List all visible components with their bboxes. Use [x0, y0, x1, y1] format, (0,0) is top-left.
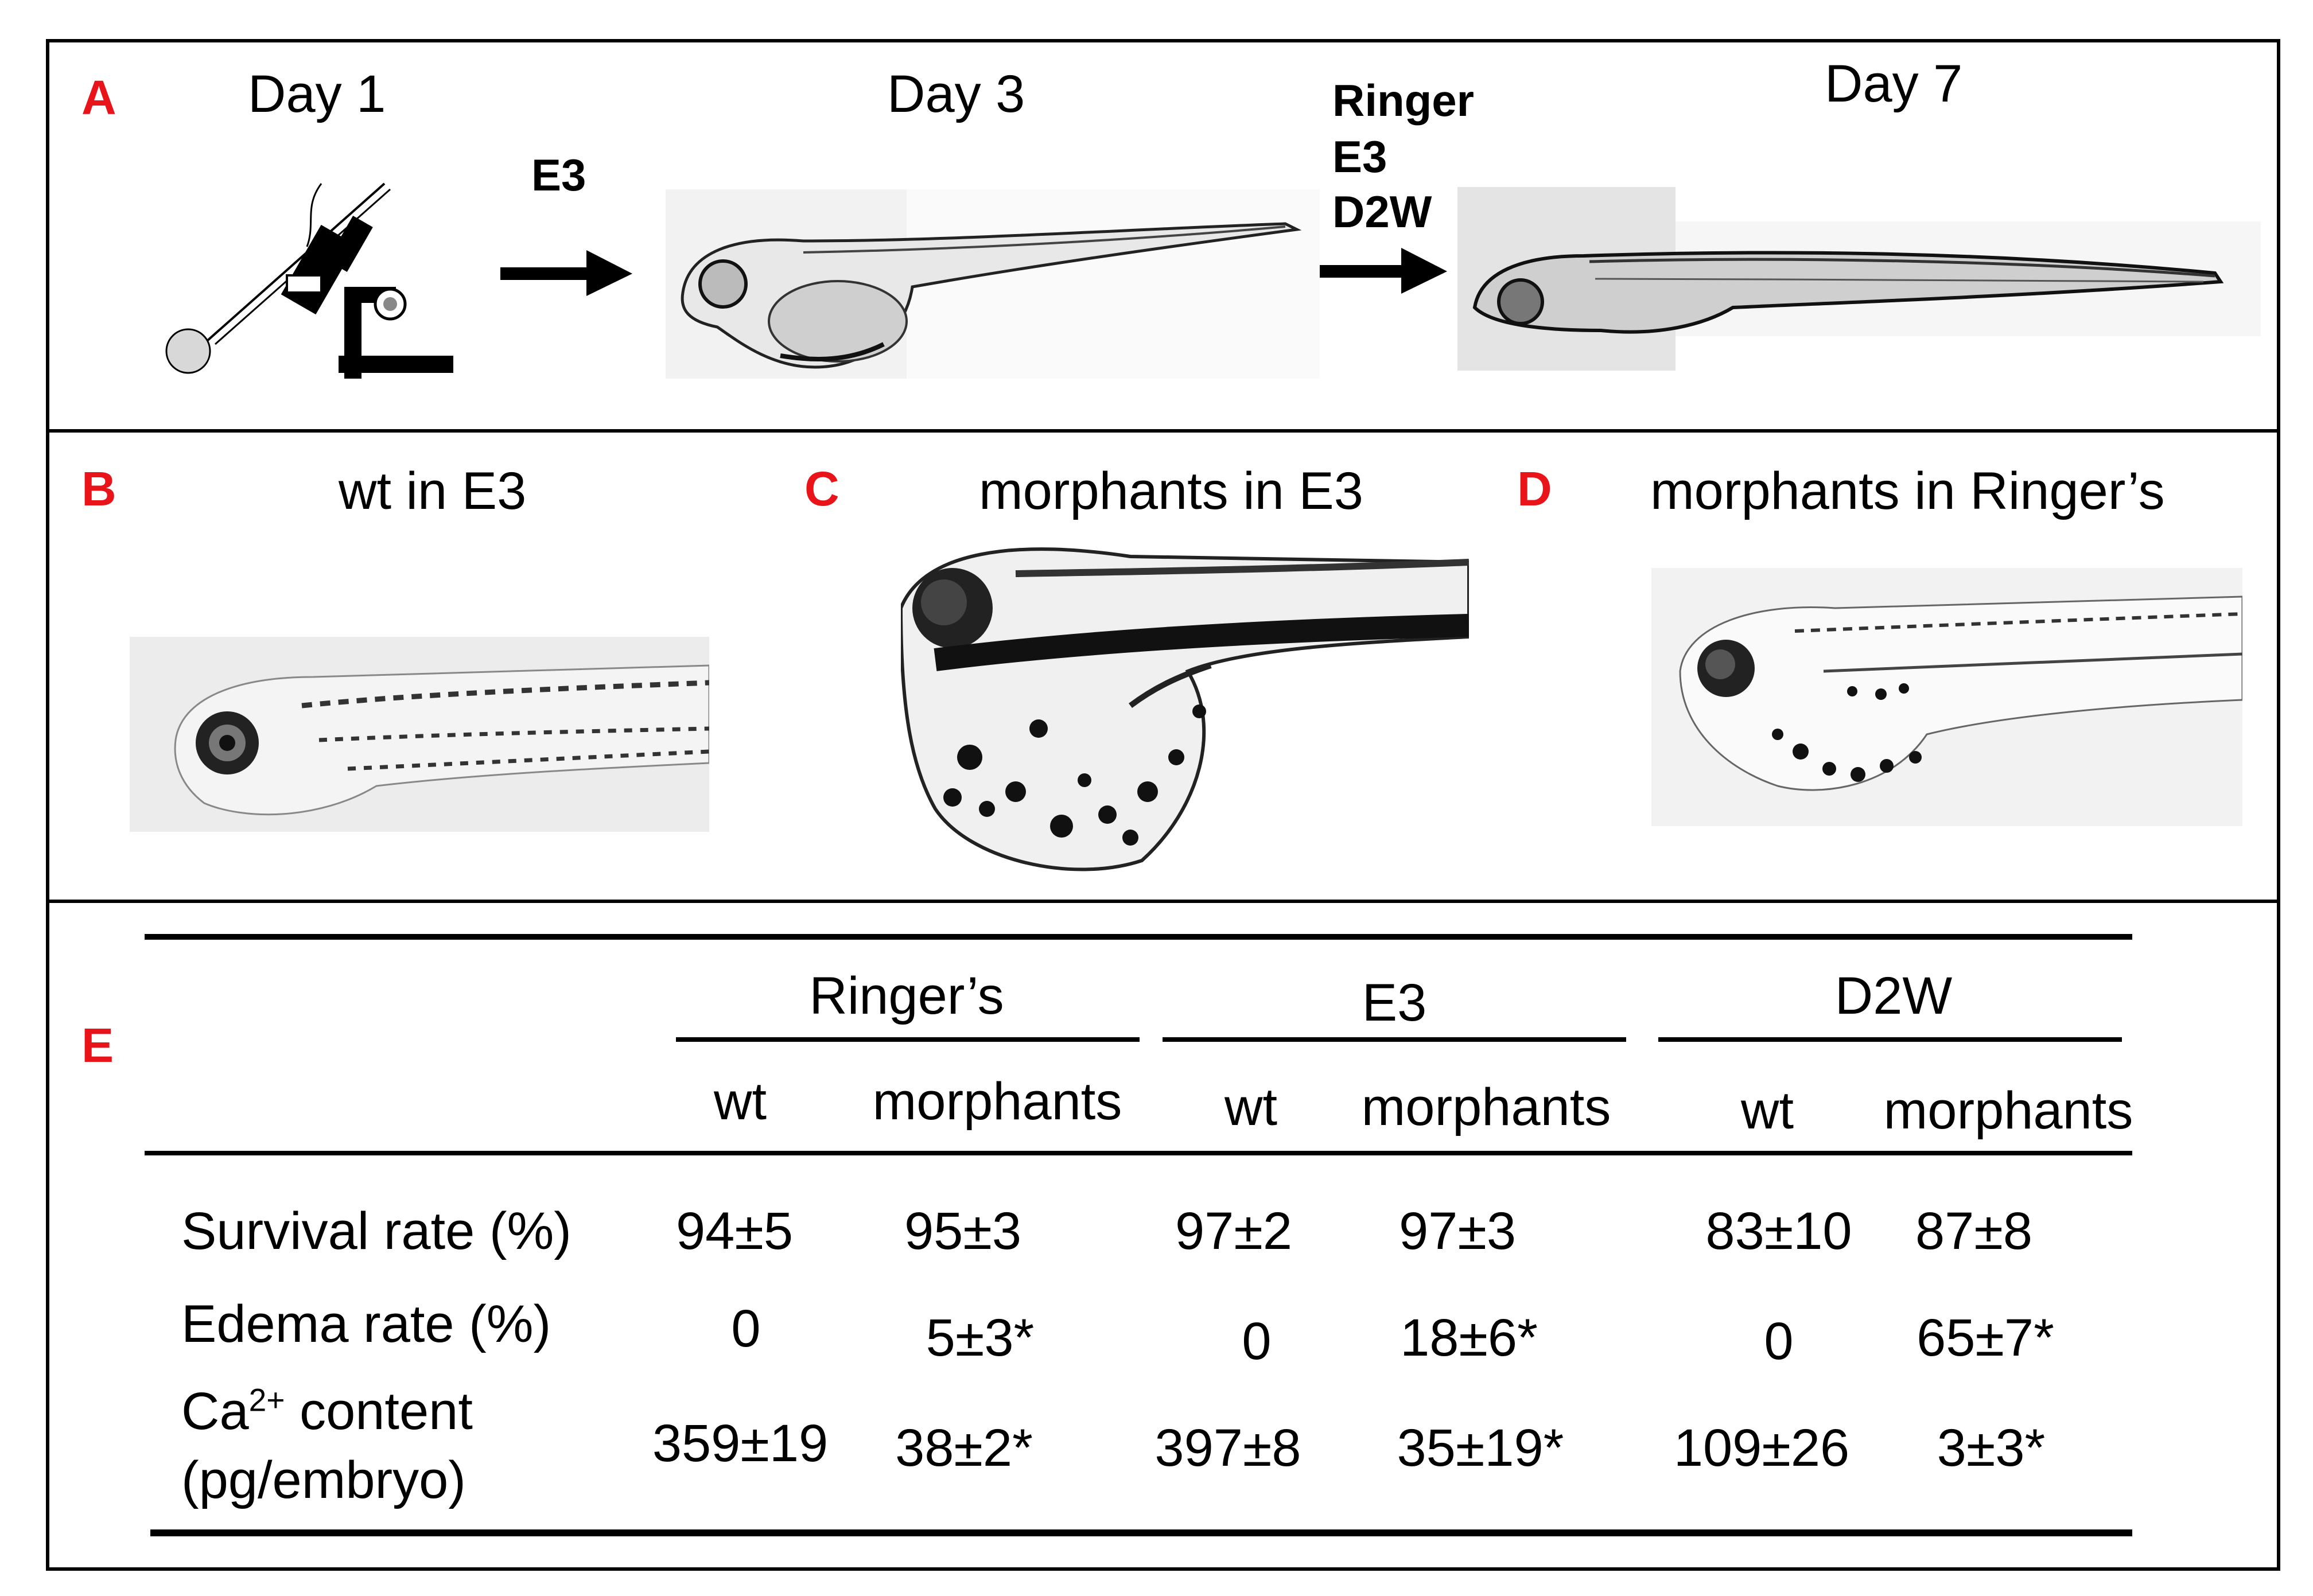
panel-e-letter: E: [81, 1018, 114, 1072]
arrow-2-label-d2w: D2W: [1332, 186, 1432, 237]
divider-a-bcd: [46, 429, 2280, 433]
cell-calcium-e3-morphants: 35±19*: [1397, 1419, 1564, 1477]
morphants-ringers-larva-image: [1651, 568, 2242, 826]
panel-b-letter: B: [81, 462, 116, 516]
row-label-edema: Edema rate (%): [181, 1295, 551, 1353]
group-header-ringers: Ringer’s: [809, 967, 1004, 1025]
divider-bcd-e: [46, 900, 2280, 903]
day-3-label: Day 3: [887, 65, 1025, 123]
day-7-label: Day 7: [1825, 55, 1963, 113]
group-rule-ringers: [676, 1037, 1140, 1042]
right-arrow-icon: [1298, 248, 1447, 294]
cell-edema-d2w-wt: 0: [1764, 1312, 1794, 1371]
subheader-ringers-wt: wt: [714, 1072, 767, 1131]
cell-survival-e3-morphants: 97±3: [1399, 1202, 1516, 1260]
arrow-1-label: E3: [531, 150, 586, 200]
cell-edema-d2w-morphants: 65±7*: [1917, 1309, 2054, 1367]
day3-larva-image: [666, 189, 1320, 379]
cell-survival-d2w-morphants: 87±8: [1915, 1202, 2032, 1260]
subheader-ringers-morphants: morphants: [872, 1072, 1122, 1131]
table-bottom-rule: [150, 1529, 2132, 1536]
wt-e3-larva-image: [130, 637, 709, 832]
panel-a-letter: A: [81, 71, 116, 124]
subheader-d2w-morphants: morphants: [1883, 1081, 2133, 1140]
cell-survival-d2w-wt: 83±10: [1705, 1202, 1852, 1260]
superscript-2plus: 2+: [248, 1382, 285, 1418]
day7-larva-image: [1457, 187, 2261, 371]
subheader-d2w-wt: wt: [1741, 1081, 1794, 1140]
cell-edema-ringers-wt: 0: [731, 1299, 761, 1358]
subheader-e3-morphants: morphants: [1361, 1078, 1611, 1136]
panel-d-caption: morphants in Ringer’s: [1650, 462, 2165, 520]
panel-b-caption: wt in E3: [339, 462, 527, 520]
cell-survival-ringers-wt: 94±5: [676, 1202, 793, 1260]
morphants-e3-larva-image: [901, 539, 1469, 872]
cell-calcium-ringers-wt: 359±19: [652, 1414, 829, 1473]
cell-calcium-ringers-morphants: 38±2*: [895, 1419, 1033, 1477]
cell-survival-e3-wt: 97±2: [1175, 1202, 1292, 1260]
row-label-calcium: Ca2+ content: [181, 1382, 473, 1441]
cell-calcium-d2w-wt: 109±26: [1673, 1419, 1850, 1477]
group-header-d2w: D2W: [1834, 967, 1953, 1025]
cell-survival-ringers-morphants: 95±3: [904, 1202, 1021, 1260]
cell-edema-e3-wt: 0: [1242, 1312, 1272, 1371]
arrow-2-label-e3: E3: [1332, 131, 1387, 182]
subheader-e3-wt: wt: [1224, 1078, 1277, 1136]
right-arrow-icon: [500, 250, 632, 296]
panel-c-caption: morphants in E3: [979, 462, 1363, 520]
table-header-rule: [145, 1151, 2132, 1155]
table-top-rule: [145, 934, 2132, 940]
arrow-2-label-ringer: Ringer: [1332, 75, 1475, 126]
cell-edema-ringers-morphants: 5±3*: [926, 1309, 1035, 1367]
figure-frame: [46, 39, 2280, 1571]
cell-edema-e3-morphants: 18±6*: [1400, 1309, 1538, 1367]
group-header-e3: E3: [1362, 974, 1427, 1032]
row-label-calcium-unit: (pg/embryo): [181, 1451, 466, 1509]
panel-c-letter: C: [804, 462, 839, 516]
cell-calcium-d2w-morphants: 3±3*: [1937, 1419, 2046, 1477]
panel-d-letter: D: [1517, 462, 1552, 516]
group-rule-d2w: [1658, 1037, 2122, 1042]
day-1-label: Day 1: [248, 65, 386, 123]
cell-calcium-e3-wt: 397±8: [1154, 1419, 1301, 1477]
microinjection-apparatus-icon: [165, 182, 453, 379]
row-label-survival: Survival rate (%): [181, 1202, 572, 1260]
group-rule-e3: [1163, 1037, 1626, 1042]
